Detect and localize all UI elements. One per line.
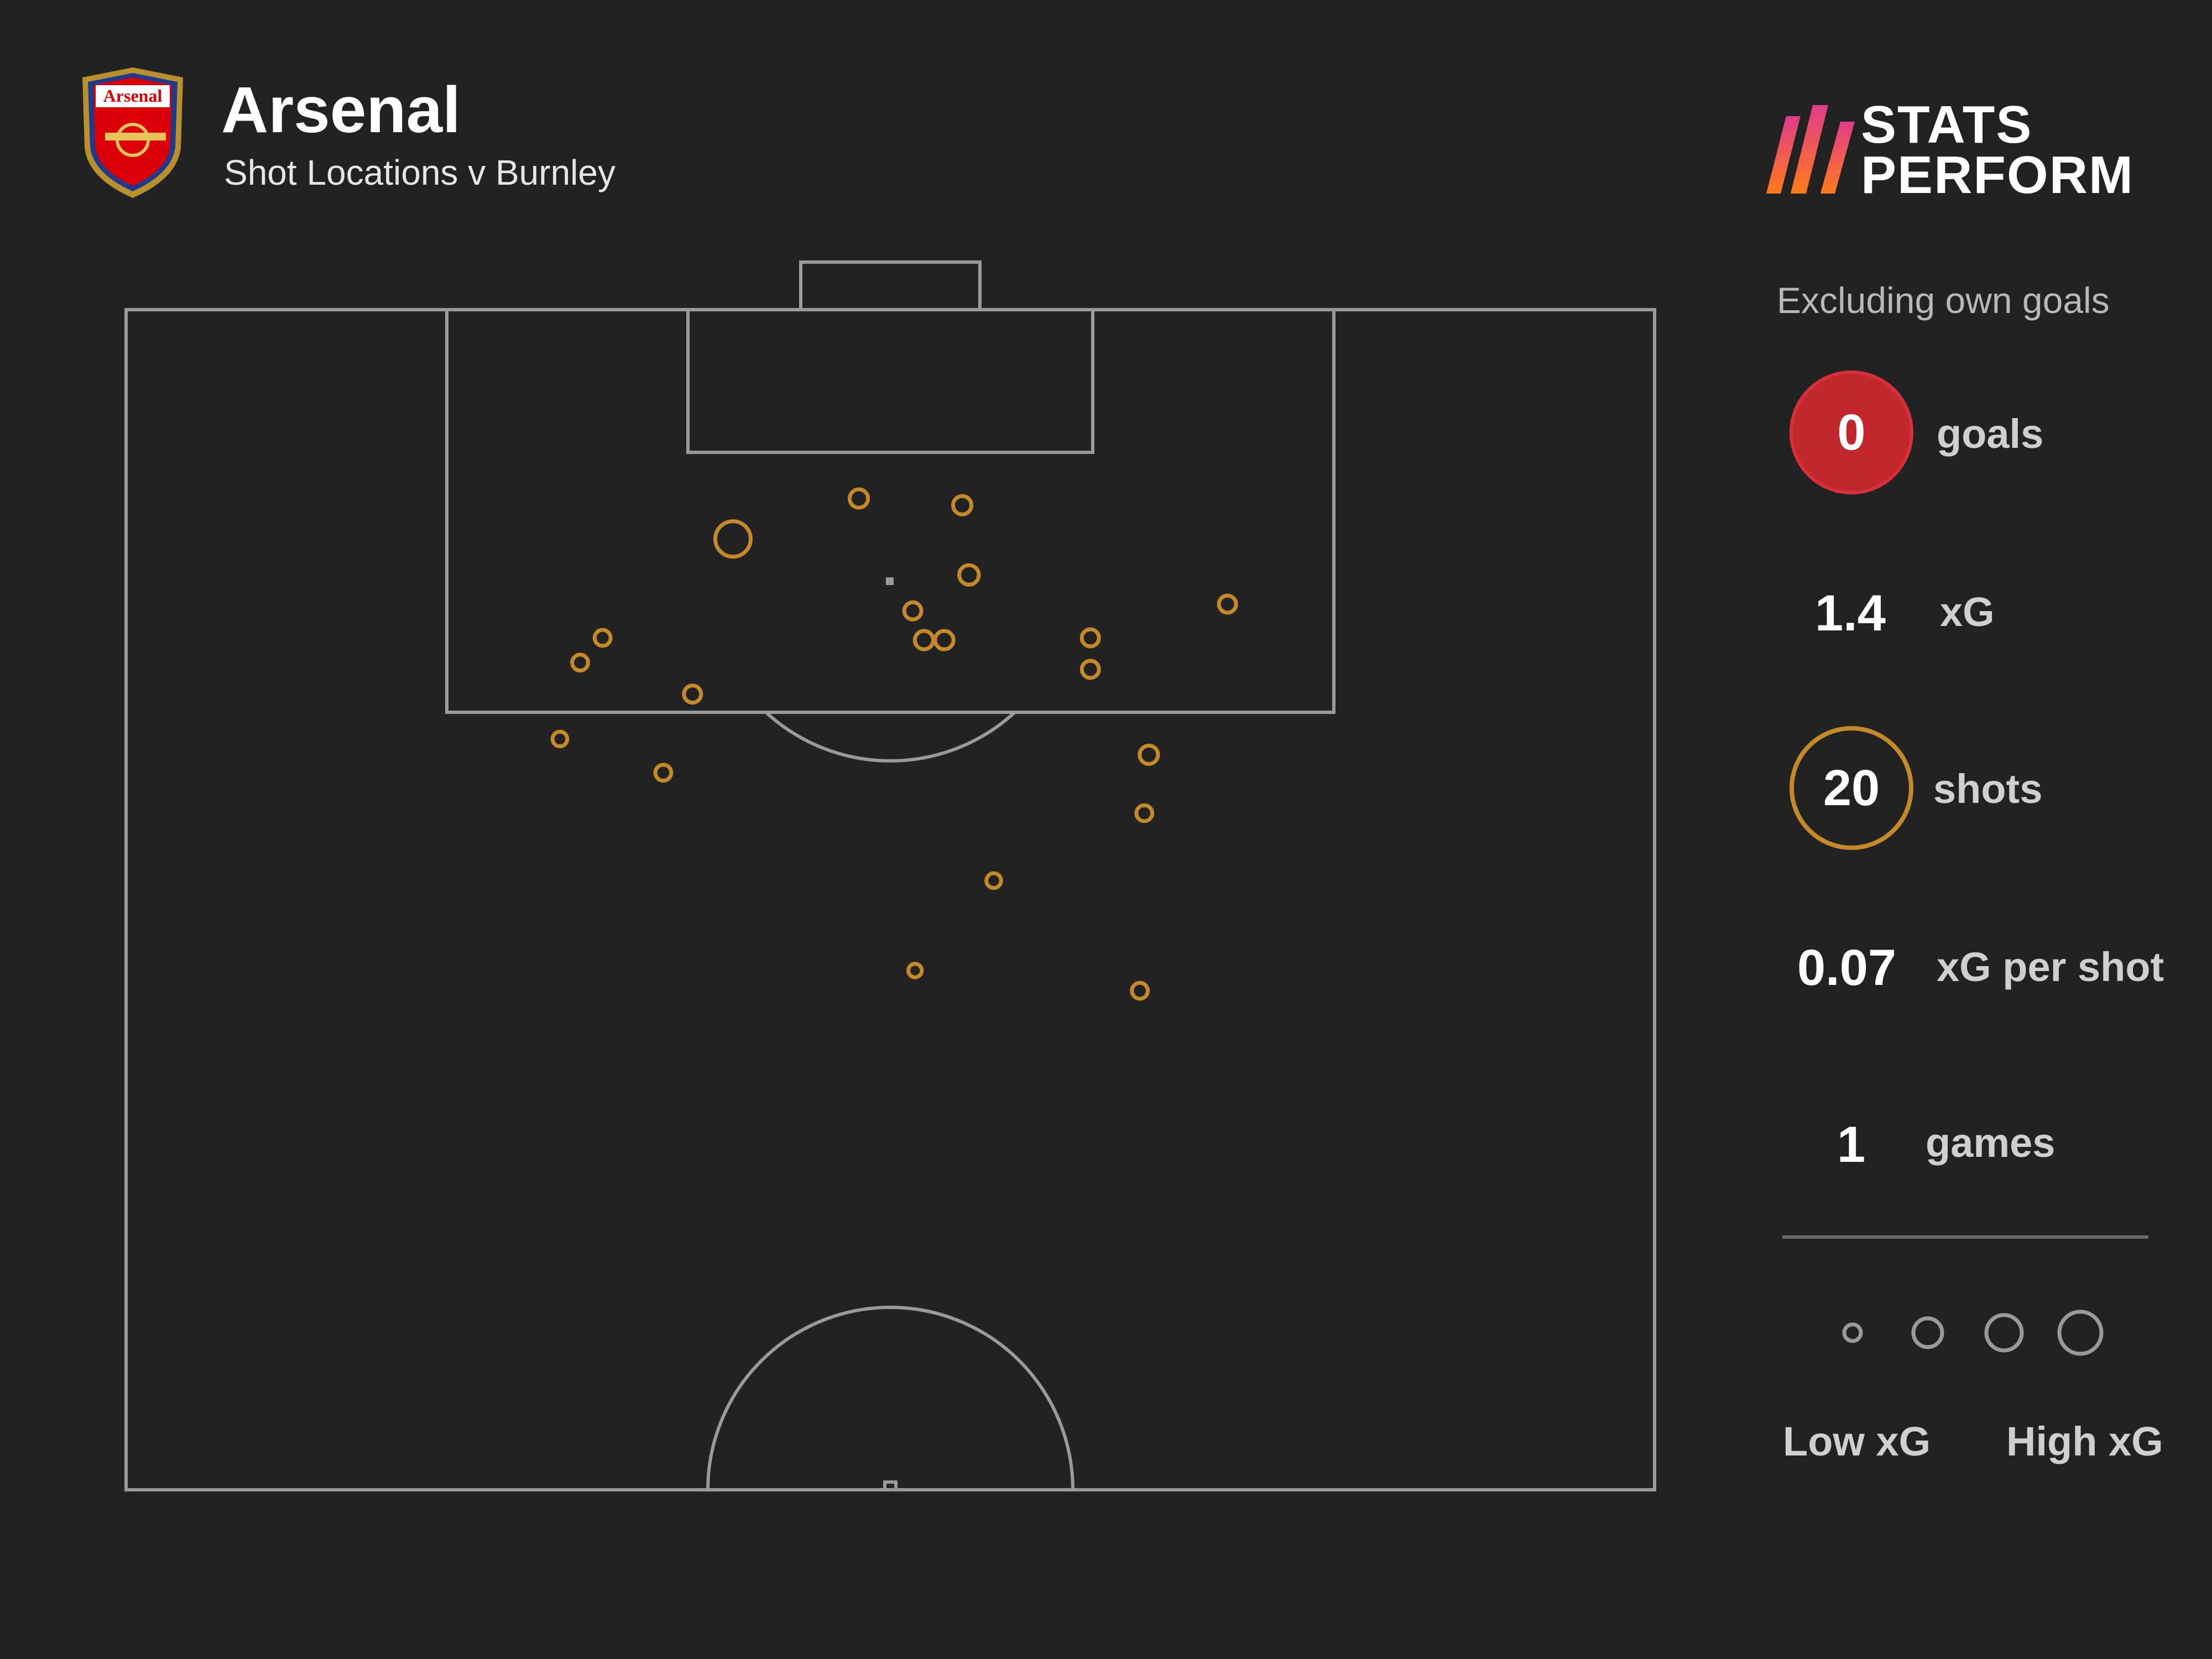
shot-marker — [1130, 980, 1150, 1001]
shot-marker — [592, 628, 613, 648]
games-value: 1 — [1837, 1117, 1866, 1173]
shot-marker — [951, 494, 974, 517]
shot-marker — [933, 629, 956, 651]
shot-marker — [984, 871, 1003, 890]
shot-marker — [1079, 659, 1101, 680]
xg-value: 1.4 — [1815, 585, 1886, 641]
shots-value: 20 — [1823, 759, 1880, 816]
goals-value: 0 — [1837, 404, 1866, 461]
half-pitch-outline — [124, 308, 1656, 1491]
shot-markers — [550, 487, 1238, 1001]
shot-marker — [682, 684, 703, 705]
xg-per-shot-value: 0.07 — [1797, 940, 1897, 996]
goals-label: goals — [1937, 411, 2044, 457]
shots-label: shots — [1933, 766, 2043, 812]
xg-label: xG — [1940, 589, 1995, 635]
penalty-area — [445, 308, 1335, 714]
shot-marker — [653, 763, 674, 783]
shot-marker — [570, 653, 590, 673]
shot-marker — [1217, 593, 1238, 615]
centre-spot — [883, 1480, 898, 1491]
chart-subtitle: Shot Locations v Burnley — [224, 153, 615, 192]
excluding-own-goals-note: Excluding own goals — [1777, 280, 2110, 321]
brand-line-1: STATS — [1861, 95, 2033, 154]
xg-per-shot-label: xG per shot — [1937, 944, 2164, 990]
team-title: Arsenal — [221, 74, 461, 147]
legend-high-label: High xG — [2006, 1418, 2163, 1464]
stats-perform-logo-icon — [1766, 105, 1855, 194]
arsenal-crest-logo: Arsenal — [82, 67, 183, 198]
centre-circle-arc — [706, 1306, 1074, 1490]
shot-marker — [912, 629, 936, 651]
shot-marker — [906, 962, 924, 979]
goal-frame — [799, 260, 982, 311]
brand-wordmark: STATS PERFORM — [1861, 95, 2134, 205]
shots-badge: 20 — [1790, 726, 1913, 850]
legend-low-label: Low xG — [1783, 1418, 1931, 1464]
crest-lettering: Arsenal — [103, 86, 163, 106]
penalty-spot — [886, 577, 894, 585]
pitch-lines — [124, 260, 1656, 1491]
shot-marker — [902, 600, 924, 622]
games-label: games — [1926, 1120, 2056, 1166]
shot-marker — [550, 729, 570, 749]
panel-divider — [1782, 1235, 2148, 1239]
penalty-arc — [764, 711, 1016, 763]
goals-badge: 0 — [1790, 371, 1913, 494]
shot-marker — [1079, 627, 1101, 649]
shot-marker — [847, 487, 870, 510]
shot-marker — [1134, 803, 1155, 823]
brand-line-2: PERFORM — [1861, 145, 2134, 205]
shot-marker — [957, 563, 981, 587]
shot-marker — [1138, 743, 1160, 766]
shot-marker — [713, 519, 753, 559]
six-yard-box — [686, 308, 1094, 454]
